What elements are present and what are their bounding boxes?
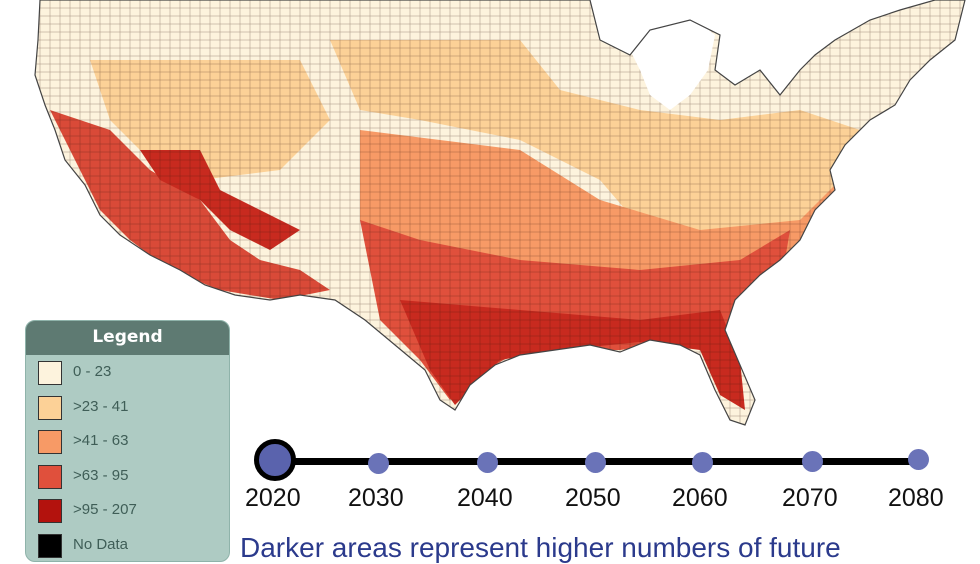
timeline-dot-2020[interactable] — [254, 439, 296, 481]
timeline-label-2070[interactable]: 2070 — [782, 484, 838, 512]
legend-swatch — [38, 361, 62, 385]
timeline-label-2060[interactable]: 2060 — [672, 484, 728, 512]
legend-label: >63 - 95 — [73, 466, 129, 484]
legend-item: >23 - 41 — [26, 390, 229, 425]
map-caption: Darker areas represent higher numbers of… — [240, 532, 841, 563]
legend-item: No Data — [26, 528, 229, 562]
legend-title: Legend — [26, 321, 229, 355]
timeline-label-2080[interactable]: 2080 — [888, 484, 944, 512]
timeline-label-2040[interactable]: 2040 — [457, 484, 513, 512]
timeline-label-2020[interactable]: 2020 — [245, 484, 301, 512]
legend-swatch — [38, 499, 62, 523]
legend-label: >23 - 41 — [73, 397, 129, 415]
legend-label: >41 - 63 — [73, 432, 129, 449]
legend-list: 0 - 23 >23 - 41 >41 - 63 >63 - 95 >95 - 207 N… — [26, 355, 229, 562]
timeline-dot-2080[interactable] — [907, 448, 929, 470]
timeline-dot-2070[interactable] — [801, 450, 823, 472]
legend-item: 0 - 23 — [26, 355, 229, 390]
legend-item: >41 - 63 — [26, 424, 229, 459]
legend-panel: Legend 0 - 23 >23 - 41 >41 - 63 >63 - 95 >95… — [25, 320, 230, 562]
legend-item: >63 - 95 — [26, 459, 229, 494]
legend-swatch — [38, 464, 62, 489]
legend-label: 0 - 23 — [73, 363, 112, 380]
timeline-dot-2050[interactable] — [584, 451, 606, 473]
legend-swatch — [38, 430, 62, 454]
timeline-dot-2030[interactable] — [367, 452, 389, 474]
timeline-dot-2040[interactable] — [476, 451, 498, 473]
timeline-label-2030[interactable]: 2030 — [348, 484, 404, 512]
legend-label: >95 - 207 — [73, 501, 137, 518]
legend-swatch — [38, 533, 62, 558]
timeline-dot-2060[interactable] — [691, 451, 713, 473]
legend-label: No Data — [73, 535, 129, 553]
legend-item: >95 - 207 — [26, 493, 229, 528]
legend-swatch — [38, 395, 62, 420]
timeline-label-2050[interactable]: 2050 — [565, 484, 621, 512]
